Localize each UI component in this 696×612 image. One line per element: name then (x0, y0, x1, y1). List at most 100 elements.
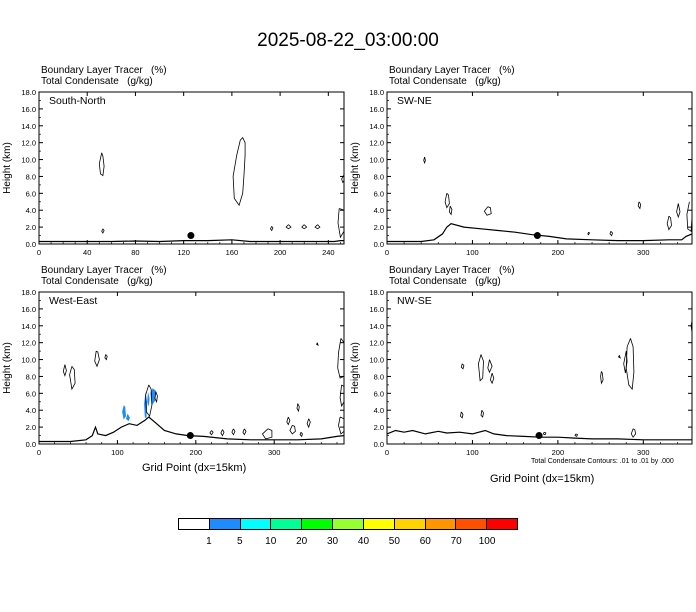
header-line-2: Total Condensate (g/kg) (41, 276, 153, 287)
condensate-contour (487, 359, 493, 374)
colorbar-label: 20 (296, 536, 308, 547)
x-tick-label: 160 (226, 248, 239, 257)
panel-header: Boundary Layer Tracer (%) Total Condensat… (41, 265, 167, 287)
y-tick-label: 10.0 (21, 356, 36, 365)
header-line-1: Boundary Layer Tracer (%) (41, 65, 167, 76)
condensate-contour (316, 342, 319, 347)
panel-label: West-East (49, 295, 97, 307)
panel-header: Boundary Layer Tracer (%) Total Condensat… (389, 65, 515, 87)
condensate-contour (489, 372, 495, 385)
condensate-contour (154, 391, 158, 404)
y-axis-title: Height (km) (2, 142, 13, 194)
y-tick-label: 14.0 (21, 322, 36, 331)
colorbar-label: 1 (206, 536, 212, 547)
y-tick-label: 12.0 (369, 339, 384, 348)
location-marker (187, 232, 195, 240)
condensate-contour (587, 231, 591, 236)
colorbar-label: 70 (450, 536, 462, 547)
x-tick-label: 200 (552, 448, 565, 457)
condensate-contour (480, 409, 484, 418)
colorbar-swatch (208, 518, 240, 530)
y-tick-label: 2.0 (374, 423, 384, 432)
y-tick-label: 10.0 (369, 156, 384, 165)
colorbar-swatch (393, 518, 425, 530)
tracer-fill (122, 405, 126, 420)
y-tick-label: 2.0 (374, 223, 384, 232)
y-tick-label: 16.0 (369, 105, 384, 114)
condensate-contour (301, 224, 308, 230)
condensate-contour (337, 208, 345, 239)
condensate-contour (609, 231, 613, 237)
condensate-contour (600, 371, 604, 385)
condensate-contour (62, 364, 67, 377)
chart-sw-ne: 0.0 2.0 4.0 6.0 8.0 10.0 12.0 14.0 16.0 18.0 0 100 2… (350, 88, 693, 257)
colorbar-swatch (424, 518, 456, 530)
header-line-1: Boundary Layer Tracer (%) (389, 265, 515, 276)
x-tick-label: 40 (83, 248, 91, 257)
y-axis-title: Height (km) (350, 142, 361, 194)
y-tick-label: 0.0 (26, 440, 36, 449)
condensate-contour (101, 228, 105, 234)
condensate-contour (299, 431, 303, 438)
condensate-contour (676, 203, 681, 219)
colorbar-label: 60 (419, 536, 431, 547)
figure-title: 2025-08-22_03:00:00 (257, 30, 439, 51)
colorbar-swatch (270, 518, 302, 530)
y-tick-label: 16.0 (21, 305, 36, 314)
condensate-contour (306, 418, 311, 429)
colorbar (178, 518, 518, 530)
panel-header: Boundary Layer Tracer (%) Total Condensat… (41, 65, 167, 87)
y-tick-label: 4.0 (374, 206, 384, 215)
y-axis-title: Height (km) (350, 342, 361, 394)
condensate-contour (98, 152, 105, 177)
tracer-fill (147, 391, 150, 407)
y-tick-label: 18.0 (369, 288, 384, 297)
condensate-contour (209, 430, 214, 436)
condensate-contour (666, 215, 672, 231)
location-marker (535, 432, 543, 440)
x-tick-label: 300 (637, 448, 650, 457)
plot-frame (386, 91, 693, 245)
condensate-contour (337, 338, 345, 379)
colorbar-label: 30 (326, 536, 339, 547)
x-tick-label: 240 (322, 248, 335, 257)
condensate-contour (574, 433, 579, 437)
condensate-contour (630, 428, 637, 438)
x-tick-label: 80 (131, 248, 139, 257)
condensate-contour (145, 384, 153, 418)
plot-frame (38, 91, 345, 245)
x-tick-label: 0 (37, 248, 41, 257)
x-tick-label: 100 (466, 248, 479, 257)
x-tick-label: 200 (190, 448, 203, 457)
chart-nw-se: 0.0 2.0 4.0 6.0 8.0 10.0 12.0 14.0 16.0 18.0 0 100 2… (350, 288, 693, 457)
x-tick-label: 200 (552, 248, 565, 257)
y-tick-label: 6.0 (374, 389, 384, 398)
header-line-1: Boundary Layer Tracer (%) (389, 65, 515, 76)
x-axis-caption-right: Grid Point (dx=15km) (490, 473, 595, 485)
y-tick-label: 6.0 (26, 189, 36, 198)
terrain-line (39, 416, 345, 443)
condensate-contour (423, 156, 426, 165)
condensate-contour (232, 136, 246, 207)
chart-south-north: 0.0 2.0 4.0 6.0 8.0 10.0 12.0 14.0 16.0 18.0 0 40 80… (2, 88, 345, 257)
header-line-2: Total Condensate (g/kg) (389, 76, 501, 87)
condensate-contour (460, 363, 465, 370)
colorbar-swatch (362, 518, 394, 530)
y-tick-label: 2.0 (26, 423, 36, 432)
y-tick-label: 12.0 (369, 139, 384, 148)
colorbar-swatch (239, 518, 271, 530)
y-tick-label: 8.0 (26, 172, 36, 181)
y-tick-label: 8.0 (26, 372, 36, 381)
y-tick-label: 14.0 (369, 122, 384, 131)
y-tick-label: 18.0 (21, 88, 36, 97)
y-tick-label: 14.0 (21, 122, 36, 131)
condensate-contour (289, 425, 296, 435)
x-tick-label: 300 (637, 248, 650, 257)
y-tick-label: 16.0 (369, 305, 384, 314)
condensate-contour (617, 355, 621, 359)
location-marker (186, 432, 194, 440)
condensate-contour (314, 224, 321, 230)
terrain-line (386, 429, 692, 441)
y-tick-label: 6.0 (26, 389, 36, 398)
location-marker (533, 232, 541, 240)
